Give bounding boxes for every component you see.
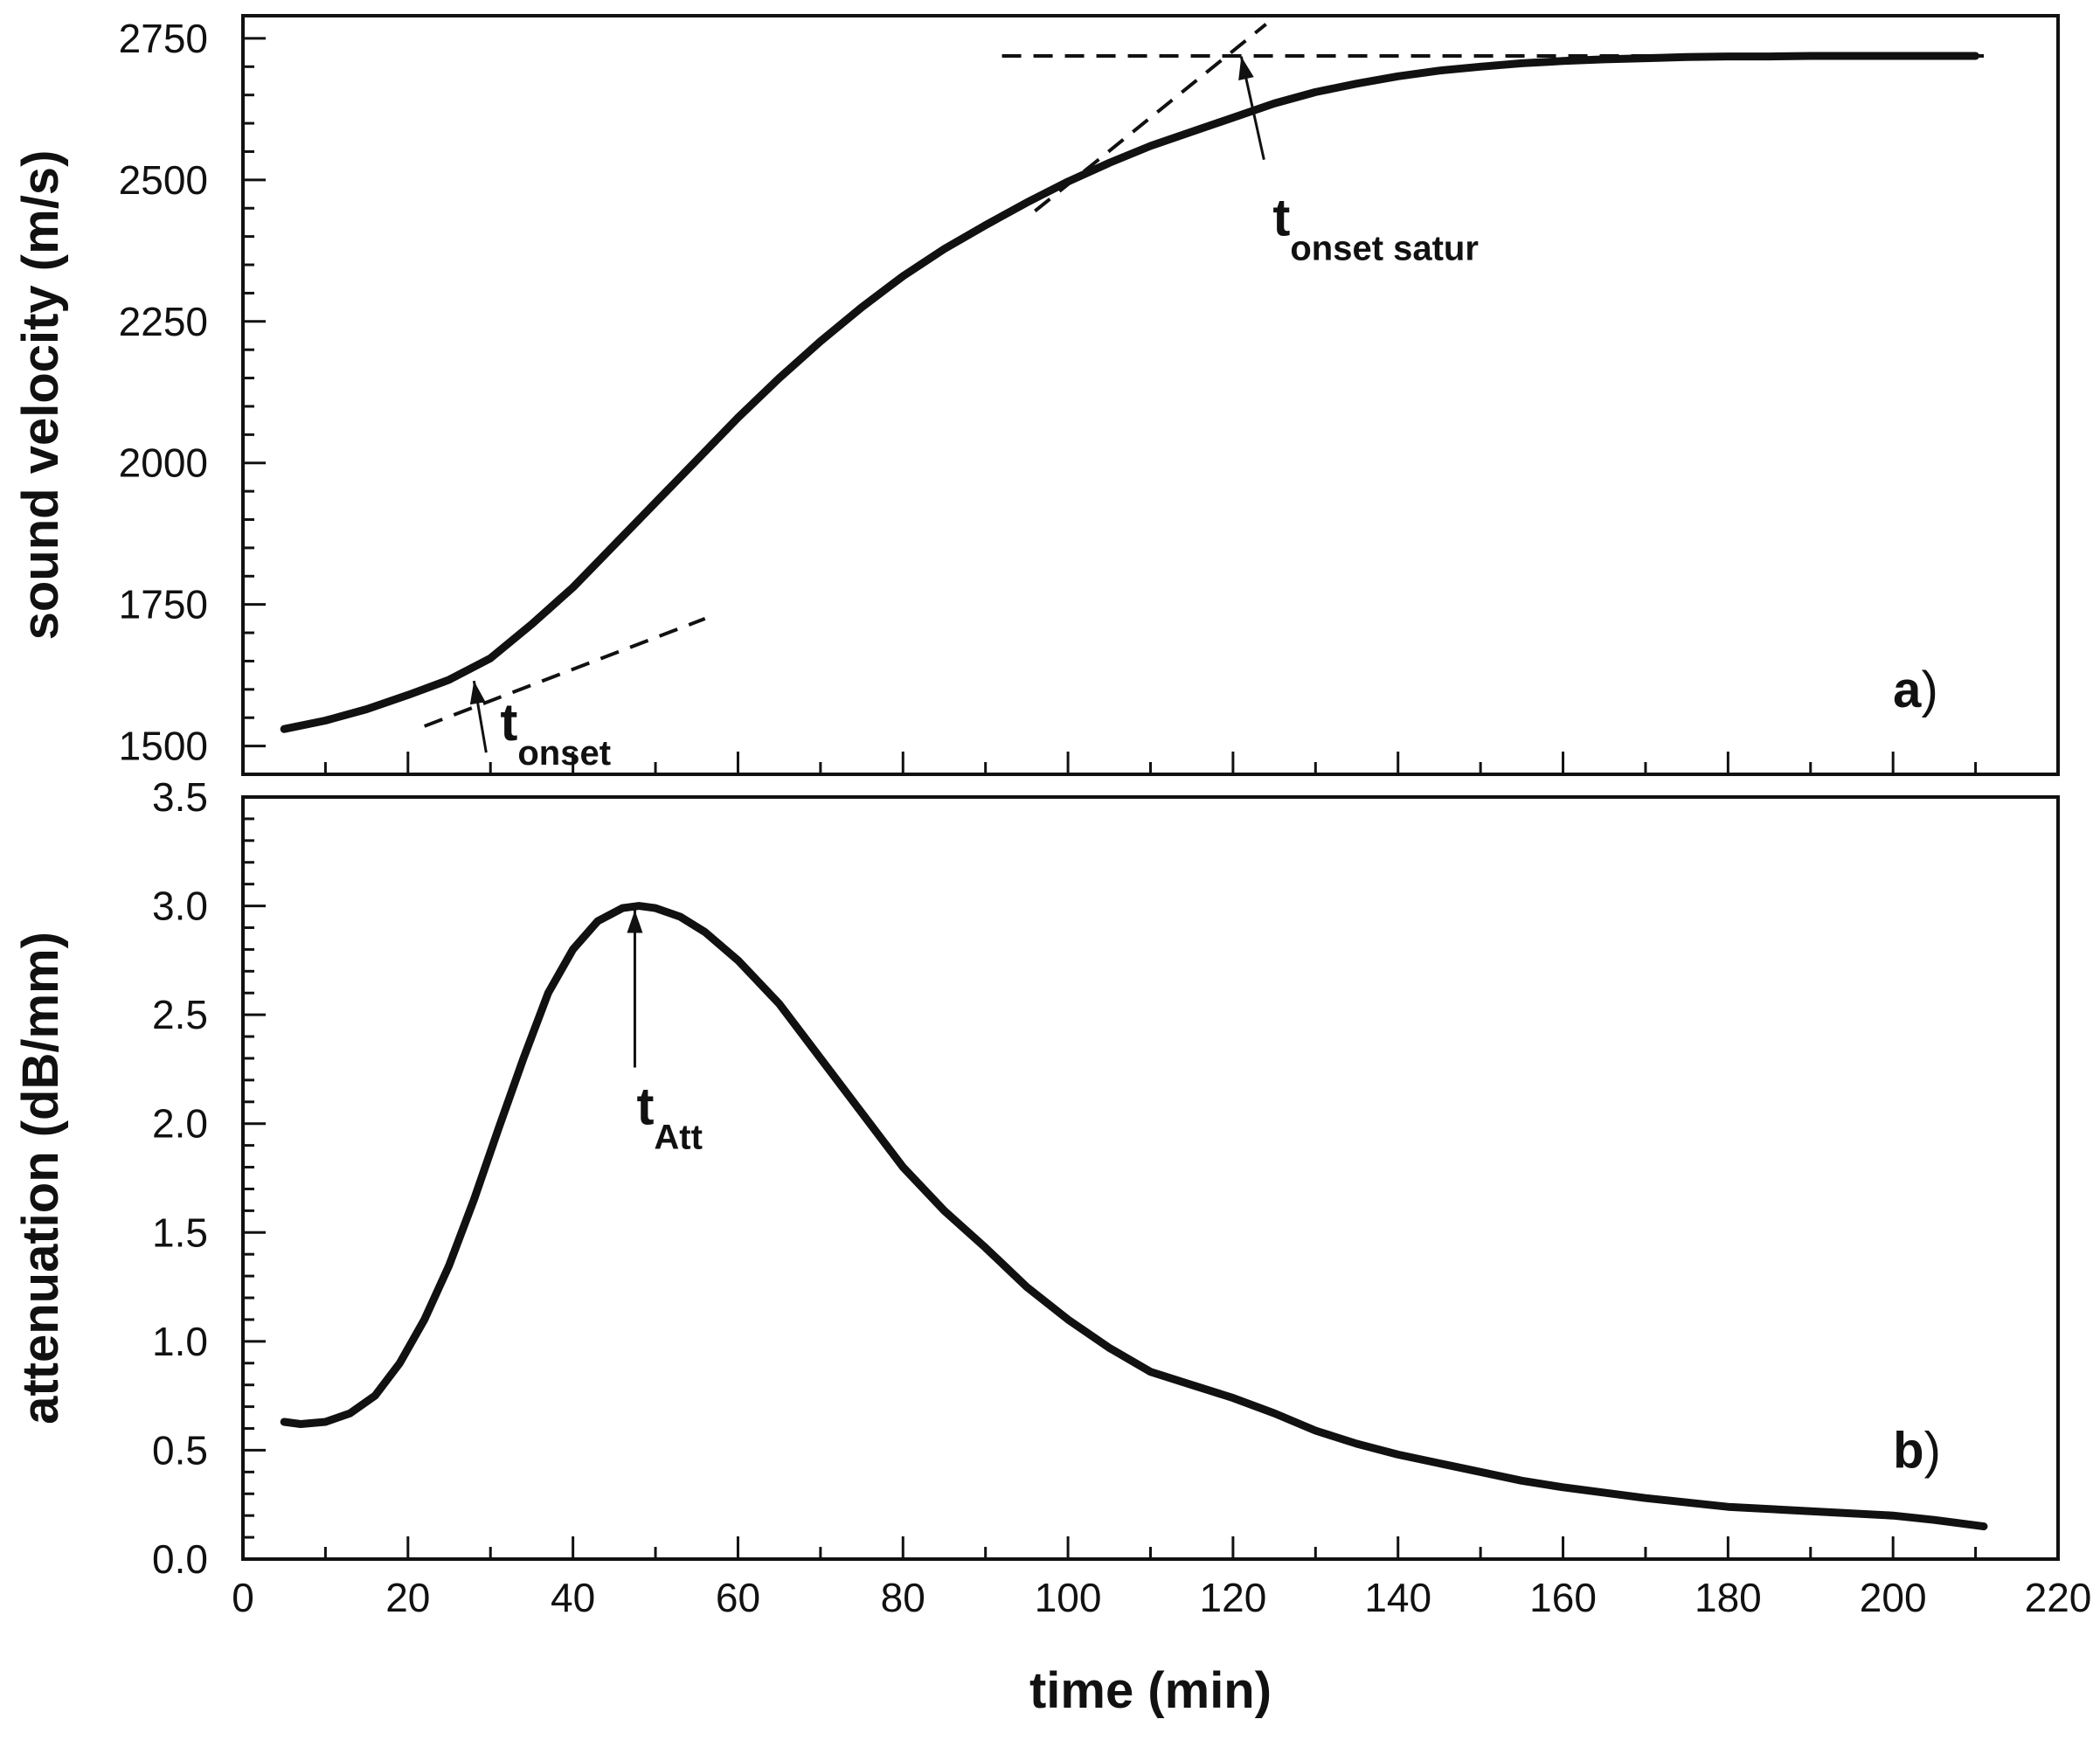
y-tick-label: 0.0 [152, 1536, 208, 1582]
panel-b-x-tick-labels: 0 20 40 60 80 100 120 140 160 180 200 220 [232, 1575, 2091, 1620]
annotation-main-letter: t [500, 693, 517, 752]
series-line-attenuation [280, 902, 1988, 1531]
panel-a-y-axis-title: sound velocity (m/s) [12, 150, 69, 641]
y-tick-label: 2750 [119, 16, 208, 61]
y-tick-label: 1.0 [152, 1319, 208, 1364]
annotation-label-Att: tAtt [636, 1078, 703, 1157]
annotation-label-onset: tonset [500, 693, 611, 773]
y-tick-label: 2500 [119, 157, 208, 203]
annotation-subscript: onset satur [1290, 230, 1479, 268]
tangent-initial-tangent [423, 616, 706, 728]
x-tick-label: 60 [716, 1575, 760, 1620]
y-tick-label: 3.0 [152, 884, 208, 929]
x-tick-label: 120 [1200, 1575, 1267, 1620]
panel-b-y-tick-labels: 0.0 0.5 1.0 1.5 2.0 2.5 3.0 3.5 [152, 774, 208, 1582]
annotation-arrowhead [627, 910, 643, 933]
y-tick-label: 3.5 [152, 774, 208, 820]
y-tick-label: 1500 [119, 724, 208, 769]
panel-a-label-letter: a [1893, 662, 1922, 718]
panel-a-frame [241, 14, 2060, 776]
panel-b-frame [241, 795, 2060, 1561]
y-tick-label: 1.5 [152, 1210, 208, 1255]
annotation-main-letter: t [1272, 189, 1290, 247]
x-tick-label: 160 [1529, 1575, 1597, 1620]
x-tick-label: 180 [1695, 1575, 1762, 1620]
panel-b-y-axis-title: attenuation (dB/mm) [12, 932, 69, 1425]
annotation-label-onset-satur: tonset satur [1272, 189, 1479, 268]
series-line-sound-velocity [280, 52, 1980, 733]
x-tick-label: 220 [2025, 1575, 2092, 1620]
x-tick-label: 80 [881, 1575, 925, 1620]
annotation-arrowhead [469, 681, 486, 705]
y-tick-label: 1750 [119, 582, 208, 627]
panel-b-label-letter: b [1893, 1422, 1923, 1479]
panel-a-label-paren: ) [1921, 662, 1937, 718]
y-tick-label: 0.5 [152, 1427, 208, 1473]
panel-a-series [280, 52, 1980, 733]
x-tick-label: 140 [1364, 1575, 1431, 1620]
annotation-subscript: onset [517, 734, 611, 773]
panel-a-label: a) [1893, 662, 1938, 718]
panel-b-series [280, 902, 1988, 1531]
y-tick-label: 2.5 [152, 992, 208, 1037]
x-tick-label: 200 [1860, 1575, 1927, 1620]
y-tick-label: 2250 [119, 299, 208, 344]
x-tick-label: 100 [1035, 1575, 1102, 1620]
y-tick-label: 2.0 [152, 1101, 208, 1147]
panel-b-label-paren: ) [1924, 1422, 1941, 1479]
panel-a-y-tick-labels: 1500 1750 2000 2250 2500 2750 [119, 16, 208, 769]
panel-b-ticks [241, 795, 2060, 1561]
y-tick-label: 2000 [119, 440, 208, 486]
panel-b-annotations: tAtt [627, 910, 703, 1157]
x-tick-label: 20 [385, 1575, 430, 1620]
x-tick-label: 40 [551, 1575, 595, 1620]
annotation-subscript: Att [654, 1119, 703, 1157]
annotation-main-letter: t [636, 1078, 654, 1136]
annotation-arrowhead [1238, 56, 1254, 80]
x-tick-label: 0 [232, 1575, 254, 1620]
panel-b-label: b) [1893, 1422, 1941, 1479]
panel-b-attenuation: tAtt 0.0 0.5 1.0 1.5 2.0 2.5 3.0 3.5 0 20 40 60 80 1… [12, 774, 2091, 1719]
x-axis-title: time (min) [1029, 1662, 1272, 1719]
